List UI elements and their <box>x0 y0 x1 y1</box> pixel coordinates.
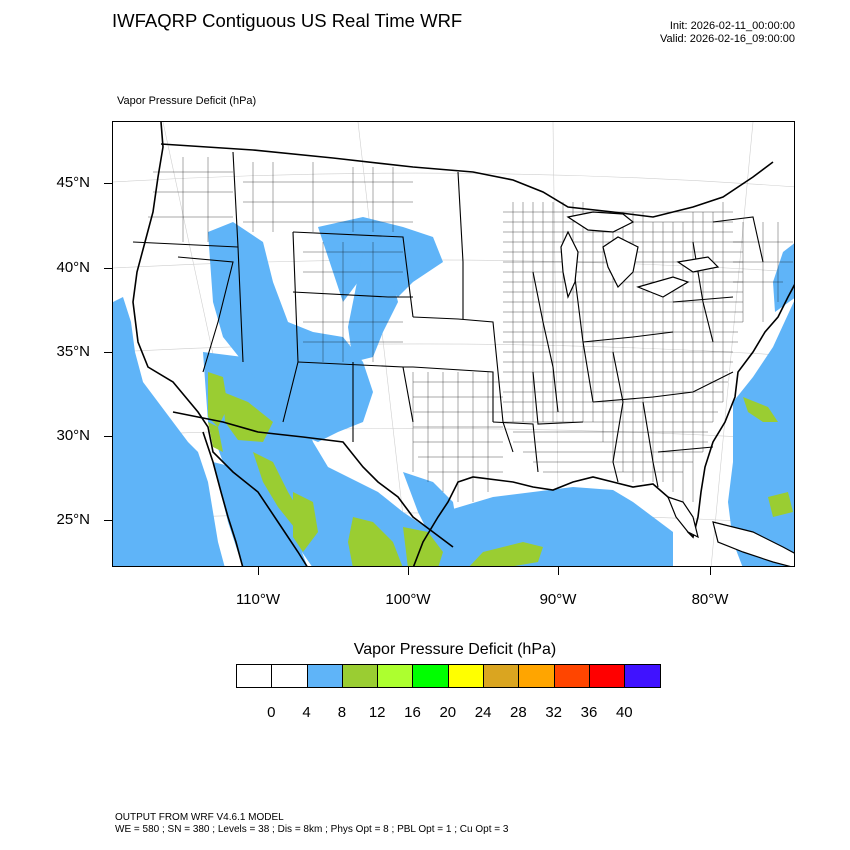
colorbar-title: Vapor Pressure Deficit (hPa) <box>353 641 557 658</box>
lon-tick <box>710 567 711 575</box>
national-borders <box>160 143 774 548</box>
atlantic-north-shading <box>773 243 794 312</box>
lon-tick <box>558 567 559 575</box>
colorbar-swatch <box>553 664 590 688</box>
lon-label-110: 110°W <box>235 591 281 608</box>
colorbar-label: 16 <box>404 704 421 721</box>
lat-tick <box>104 436 112 437</box>
colorbar-swatch <box>483 664 520 688</box>
colorbar-swatch <box>306 664 343 688</box>
colorbar-swatch <box>341 664 379 688</box>
colorbar-swatch <box>447 664 485 688</box>
lon-tick <box>258 567 259 575</box>
graticule <box>113 122 794 566</box>
colorbar-swatch <box>518 664 555 688</box>
pacific-ocean-shading <box>113 297 225 566</box>
colorbar-label: 0 <box>267 704 276 721</box>
western-interior-shading <box>208 222 373 442</box>
colorbar-label: 28 <box>510 704 527 721</box>
colorbar-swatch <box>624 664 661 688</box>
plot-title: IWFAQRP Contiguous US Real Time WRF <box>112 10 463 31</box>
lat-label-35: 35°N <box>56 343 90 360</box>
lat-tick <box>104 183 112 184</box>
caribbean-islands <box>666 496 794 566</box>
footer-line-1: OUTPUT FROM WRF V4.6.1 MODEL <box>115 812 284 823</box>
lon-label-90: 90°W <box>539 591 577 608</box>
valid-time: Valid: 2026-02-16_09:00:00 <box>660 33 795 45</box>
lat-tick <box>104 268 112 269</box>
lon-label-100: 100°W <box>385 591 431 608</box>
lat-label-40: 40°N <box>56 259 90 276</box>
gulf-shading <box>443 487 673 566</box>
colorbar-label: 32 <box>545 704 563 721</box>
field-label: Vapor Pressure Deficit (hPa) <box>117 95 257 107</box>
baja-gulf-shading <box>213 462 308 566</box>
colorbar-label: 24 <box>474 704 492 721</box>
lat-label-45: 45°N <box>56 174 90 191</box>
great-lakes <box>560 211 720 299</box>
us-map <box>113 122 794 566</box>
lon-label-80: 80°W <box>691 591 729 608</box>
colorbar-swatch <box>236 664 273 688</box>
colorbar-label: 40 <box>615 704 633 721</box>
mexico-shading <box>203 352 458 566</box>
lon-tick <box>408 567 409 575</box>
lat-label-30: 30°N <box>56 427 90 444</box>
map-panel <box>112 121 795 567</box>
init-valid-times: Init: 2026-02-11_00:00:00 Valid: 2026-02… <box>660 20 795 46</box>
colorbar-label: 20 <box>439 704 457 721</box>
colorbar-label: 4 <box>302 704 311 721</box>
colorbar-swatch <box>377 664 414 688</box>
init-time: Init: 2026-02-11_00:00:00 <box>669 20 795 32</box>
lat-tick <box>104 520 112 521</box>
colorbar-swatch <box>412 664 449 688</box>
colorbar-swatch <box>588 664 626 688</box>
colorbar-label: 8 <box>337 704 347 721</box>
footer-line-2: WE = 580 ; SN = 380 ; Levels = 38 ; Dis … <box>115 824 509 835</box>
model-info-footer: OUTPUT FROM WRF V4.6.1 MODEL WE = 580 ; … <box>115 812 508 836</box>
colorbar-swatch <box>271 664 308 688</box>
vpd-8-12-shading <box>208 372 793 566</box>
colorbar-label: 36 <box>580 704 598 721</box>
colorbar-label: 12 <box>368 704 386 721</box>
lat-tick <box>104 352 112 353</box>
colorbar <box>236 664 661 688</box>
lat-label-25: 25°N <box>56 511 90 528</box>
